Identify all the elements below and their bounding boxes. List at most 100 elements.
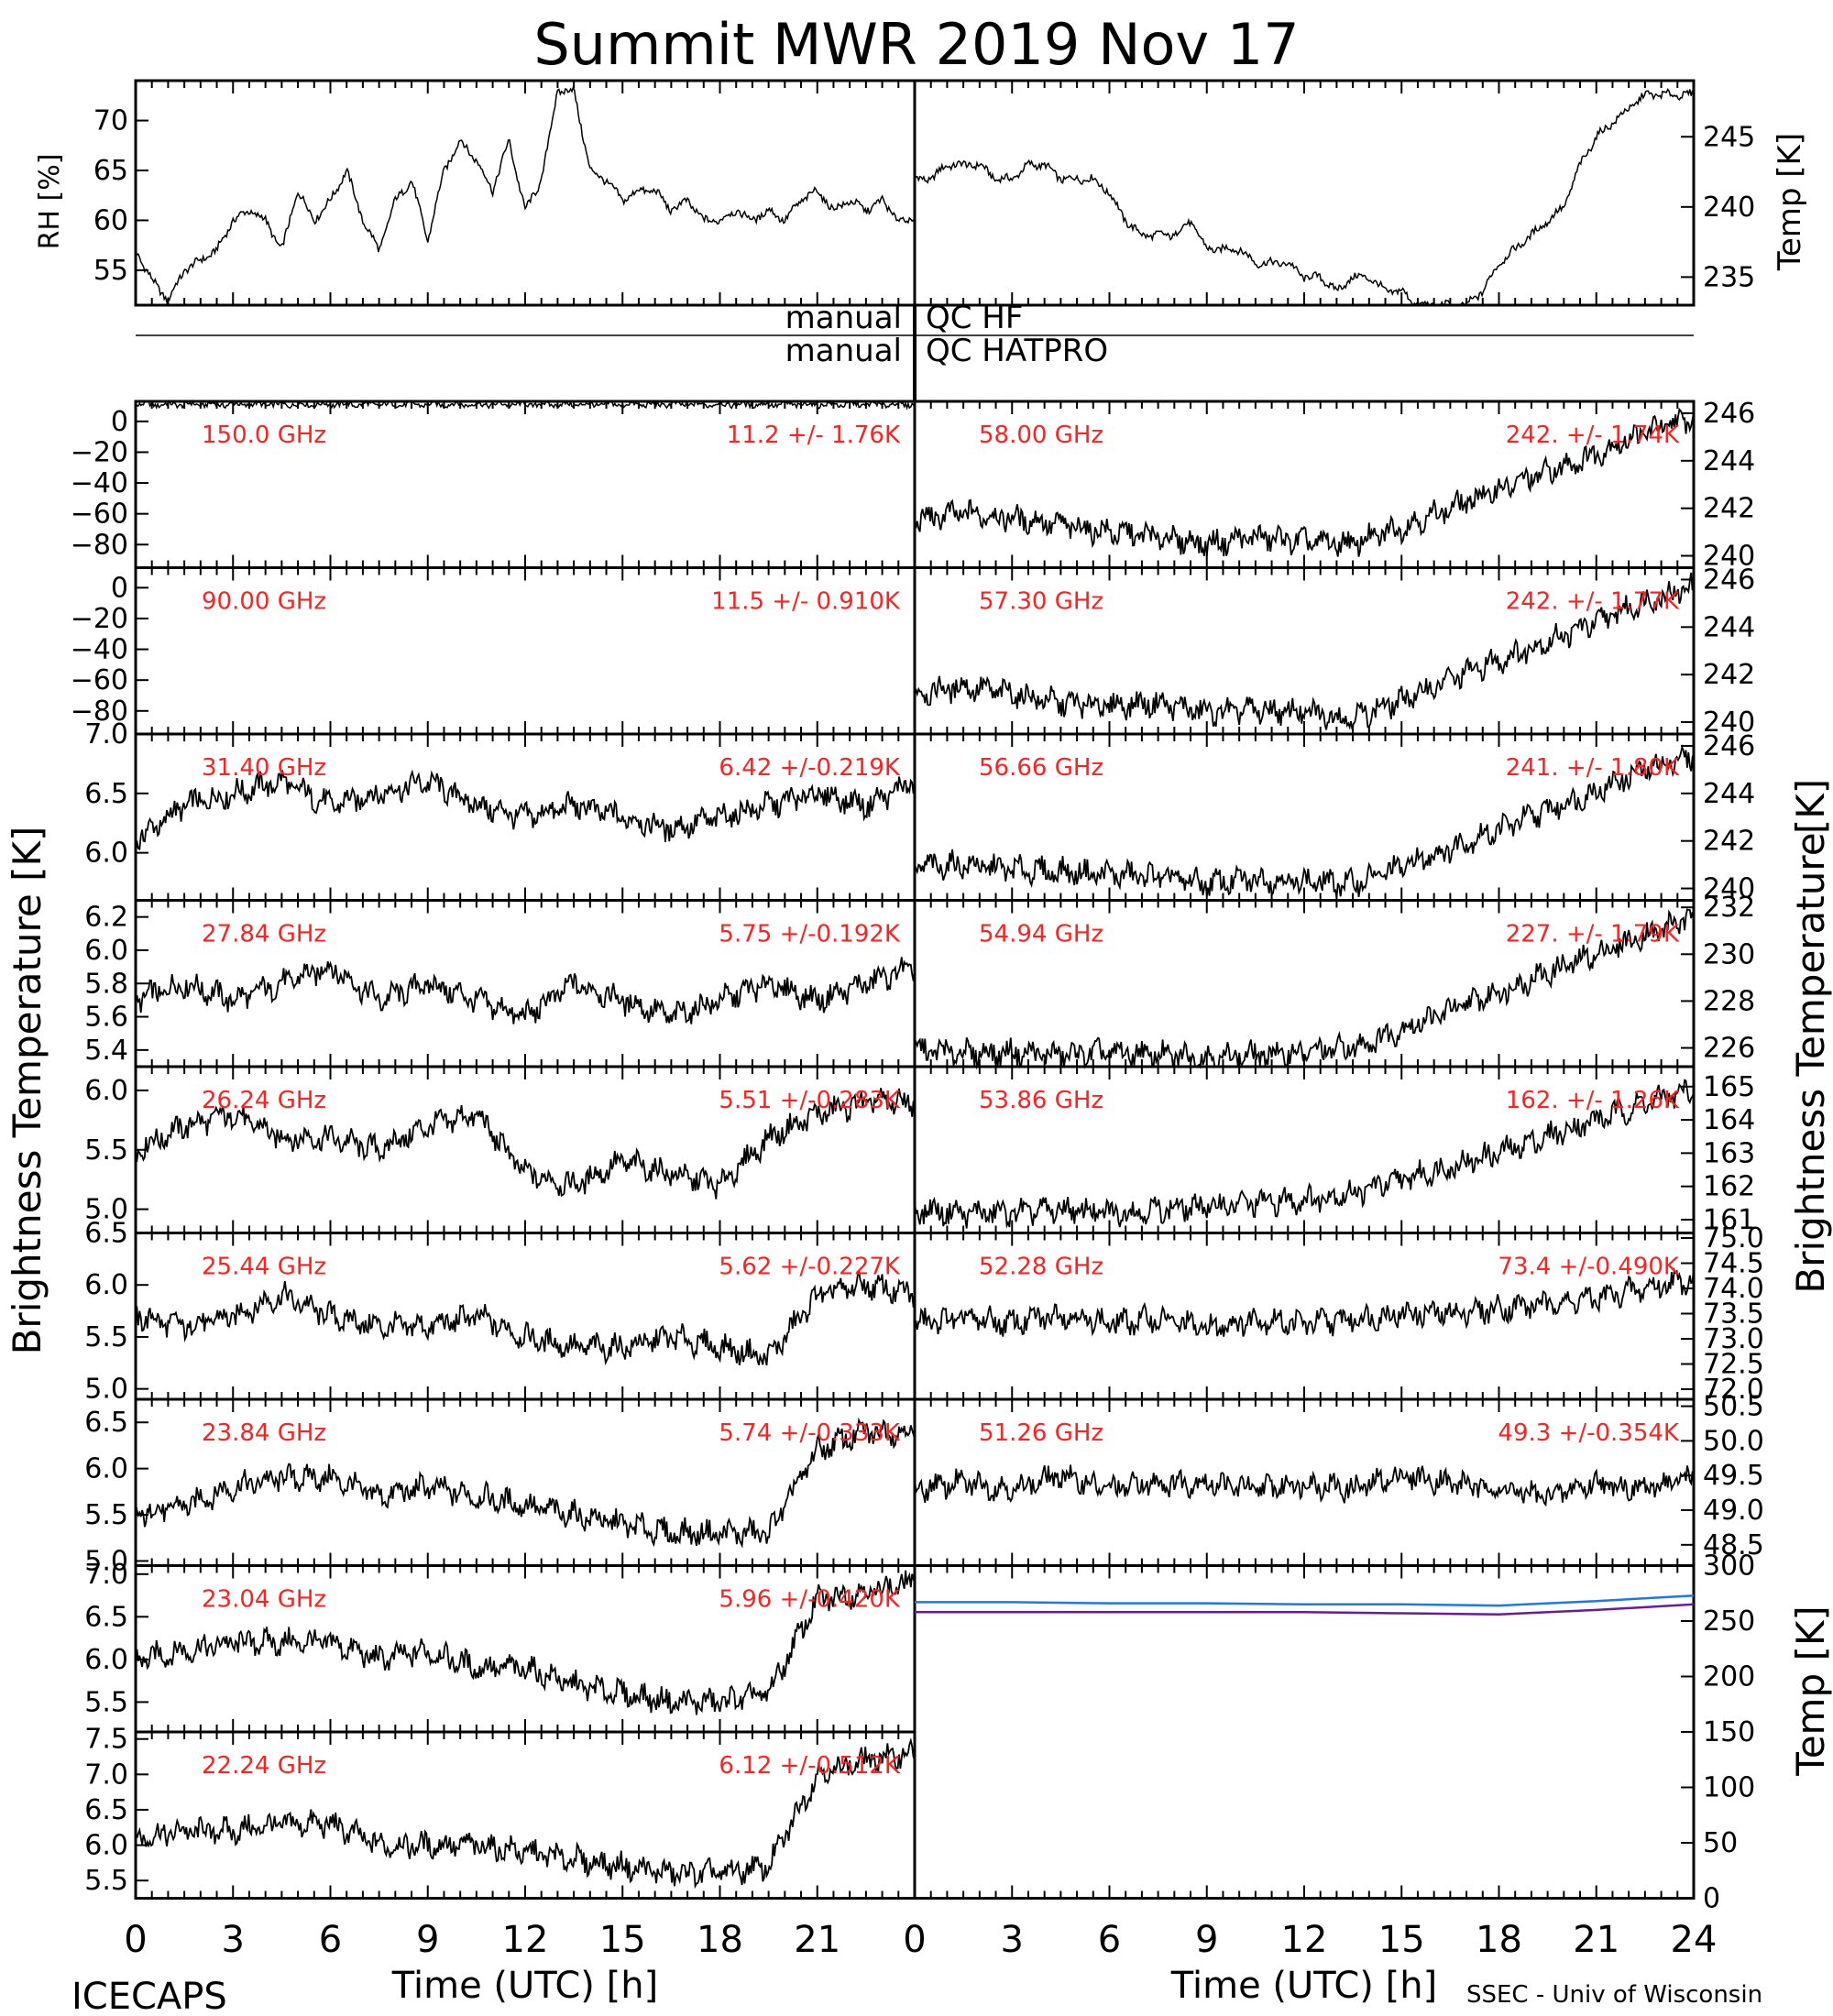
y-tick-label: 0 bbox=[1703, 1883, 1720, 1915]
channel-freq: 51.26 GHz bbox=[979, 1419, 1103, 1447]
y-tick-label: 244 bbox=[1703, 778, 1755, 810]
y-tick-label: 65 bbox=[93, 155, 128, 187]
qc-hf-left: manual bbox=[785, 300, 902, 336]
panel-22.24: 7.57.06.5 6.05.5 22.24 GHz 6.12 +/-0.512K bbox=[84, 1724, 916, 1900]
x-tick-label: 6 bbox=[1098, 1919, 1121, 1961]
trace-52.28 bbox=[914, 1266, 1695, 1337]
channel-stat: 242. +/- 1.74K bbox=[1506, 422, 1680, 449]
channel-stat: 49.3 +/-0.354K bbox=[1498, 1419, 1680, 1447]
rh-axis-label: RH [%] bbox=[34, 154, 66, 250]
panel-56.66: 246 244 242 240 56.66 GHz 241. +/- 1.80K bbox=[913, 730, 1755, 905]
channel-stat: 241. +/- 1.80K bbox=[1506, 754, 1680, 782]
y-tick-label: 5.6 bbox=[84, 1002, 128, 1034]
blackbody-frame bbox=[913, 1564, 1696, 1900]
channel-freq: 54.94 GHz bbox=[979, 921, 1103, 948]
y-tick-label: 162 bbox=[1703, 1171, 1755, 1203]
trace-54.94 bbox=[914, 908, 1695, 1070]
x-tick-label: 24 bbox=[1671, 1919, 1718, 1961]
y-tick-label: 240 bbox=[1703, 541, 1755, 573]
y-tick-label: 75.0 bbox=[1703, 1222, 1764, 1255]
y-tick-label: 246 bbox=[1703, 398, 1755, 430]
y-tick-label: 226 bbox=[1703, 1033, 1755, 1065]
x-tick-label: 3 bbox=[1001, 1919, 1024, 1961]
qc-hatpro-right: QC HATPRO bbox=[926, 333, 1108, 369]
tb-axis-label-right: Brightness Temperature bbox=[1788, 832, 1833, 1293]
channel-freq: 25.44 GHz bbox=[202, 1254, 326, 1281]
y-tick-label: 165 bbox=[1703, 1071, 1755, 1103]
channel-stat: 6.12 +/-0.512K bbox=[719, 1752, 901, 1780]
x-tick-label: 18 bbox=[1476, 1919, 1522, 1961]
y-tick-label: 244 bbox=[1703, 611, 1755, 643]
panel-23.04: 7.0 6.5 6.0 5.5 23.04 GHz 5.96 +/-0.420K bbox=[84, 1559, 916, 1734]
channel-freq: 90.00 GHz bbox=[202, 588, 326, 616]
channel-freq: 52.28 GHz bbox=[979, 1254, 1103, 1281]
y-tick-label: 50.0 bbox=[1703, 1425, 1764, 1457]
y-tick-label: 161 bbox=[1703, 1204, 1755, 1236]
bb-series-1 bbox=[915, 1603, 1695, 1616]
x-tick-label: 21 bbox=[1573, 1919, 1619, 1961]
y-tick-label: 242 bbox=[1703, 659, 1755, 691]
trace-150.0 bbox=[135, 399, 916, 411]
channel-stat: 5.75 +/-0.192K bbox=[719, 921, 901, 948]
y-tick-label: 240 bbox=[1703, 707, 1755, 739]
y-tick-label: −40 bbox=[71, 634, 128, 666]
figure-title: Summit MWR 2019 Nov 17 bbox=[533, 11, 1299, 78]
trace-57.30 bbox=[914, 572, 1695, 730]
y-tick-label: 74.5 bbox=[1703, 1248, 1764, 1280]
y-tick-label: 246 bbox=[1703, 564, 1755, 596]
trace-23.04 bbox=[135, 1570, 916, 1715]
channel-freq: 23.84 GHz bbox=[202, 1419, 326, 1447]
footer-left: ICECAPS bbox=[71, 1976, 227, 2016]
y-tick-label: 6.0 bbox=[84, 1075, 128, 1107]
x-tick-label: 0 bbox=[903, 1919, 926, 1961]
x-tick-label: 3 bbox=[222, 1919, 245, 1961]
y-tick-label: 250 bbox=[1703, 1605, 1755, 1638]
y-tick-label: 5.5 bbox=[84, 1321, 128, 1353]
y-tick-label: 244 bbox=[1703, 445, 1755, 477]
y-tick-label: 5.0 bbox=[84, 1194, 128, 1226]
rh-frame bbox=[134, 79, 916, 307]
y-tick-label: 6.5 bbox=[84, 1407, 128, 1439]
temp-frame bbox=[913, 79, 1696, 307]
x-tick-label: 12 bbox=[502, 1919, 549, 1961]
channel-stat: 6.42 +/-0.219K bbox=[719, 754, 901, 782]
panel-25.44: 6.5 6.0 5.5 5.0 25.44 GHz 5.62 +/-0.227K bbox=[84, 1218, 916, 1406]
channel-freq: 57.30 GHz bbox=[979, 588, 1103, 616]
bb-series-0 bbox=[915, 1594, 1695, 1607]
tb-axis-unit-right: [K] bbox=[1788, 779, 1833, 834]
panel-150.0: 0−20−40−60−80 150.0 GHz 11.2 +/- 1.76K bbox=[71, 399, 916, 569]
y-tick-label: 100 bbox=[1703, 1772, 1755, 1804]
trace-27.84 bbox=[135, 957, 916, 1024]
channel-stat: 5.51 +/-0.283K bbox=[719, 1087, 901, 1114]
trace-rh bbox=[135, 85, 916, 305]
panel-58.00: 246 244 242 240 58.00 GHz 242. +/- 1.74K bbox=[913, 398, 1755, 573]
x-tick-labels: 0 3 6 9 12 15 18 21 0 3 6 9 12 15 18 21 24 bbox=[124, 1919, 1717, 1961]
panel-23.84: 6.5 6.0 5.5 5.0 23.84 GHz 5.74 +/-0.333K bbox=[84, 1397, 916, 1577]
y-tick-label: 6.5 bbox=[84, 778, 128, 810]
channel-stat: 5.74 +/-0.333K bbox=[719, 1419, 901, 1447]
blackbody-panel: 300 250 200 150 100 50 0 bbox=[913, 1550, 1755, 1915]
channel-freq: 150.0 GHz bbox=[202, 422, 326, 449]
y-tick-label: 70 bbox=[93, 105, 128, 137]
y-tick-label: 163 bbox=[1703, 1137, 1755, 1169]
channel-freq: 58.00 GHz bbox=[979, 422, 1103, 449]
y-tick-label: 50.5 bbox=[1703, 1391, 1764, 1423]
y-tick-label: 240 bbox=[1703, 192, 1755, 224]
y-tick-label: 6.0 bbox=[84, 935, 128, 967]
y-tick-label: 6.5 bbox=[84, 1794, 128, 1826]
x-tick-label: 21 bbox=[794, 1919, 840, 1961]
y-tick-label: −80 bbox=[71, 696, 128, 728]
y-tick-label: 5.4 bbox=[84, 1035, 128, 1067]
rh-panel: 55 60 65 70 bbox=[93, 79, 916, 307]
y-tick-label: 6.0 bbox=[84, 838, 128, 870]
panel-51.26: 50.550.049.549.048.5 51.26 GHz 49.3 +/-0.3… bbox=[913, 1391, 1764, 1567]
y-tick-label: 73.5 bbox=[1703, 1298, 1764, 1331]
y-tick-label: 5.0 bbox=[84, 1374, 128, 1406]
time-axis-label-left: Time (UTC) [h] bbox=[391, 1965, 658, 2007]
y-tick-label: 55 bbox=[93, 255, 128, 287]
qc-band: manual QC HF manual QC HATPRO bbox=[136, 300, 1694, 401]
x-tick-label: 6 bbox=[319, 1919, 342, 1961]
y-tick-label: 6.0 bbox=[84, 1830, 128, 1862]
